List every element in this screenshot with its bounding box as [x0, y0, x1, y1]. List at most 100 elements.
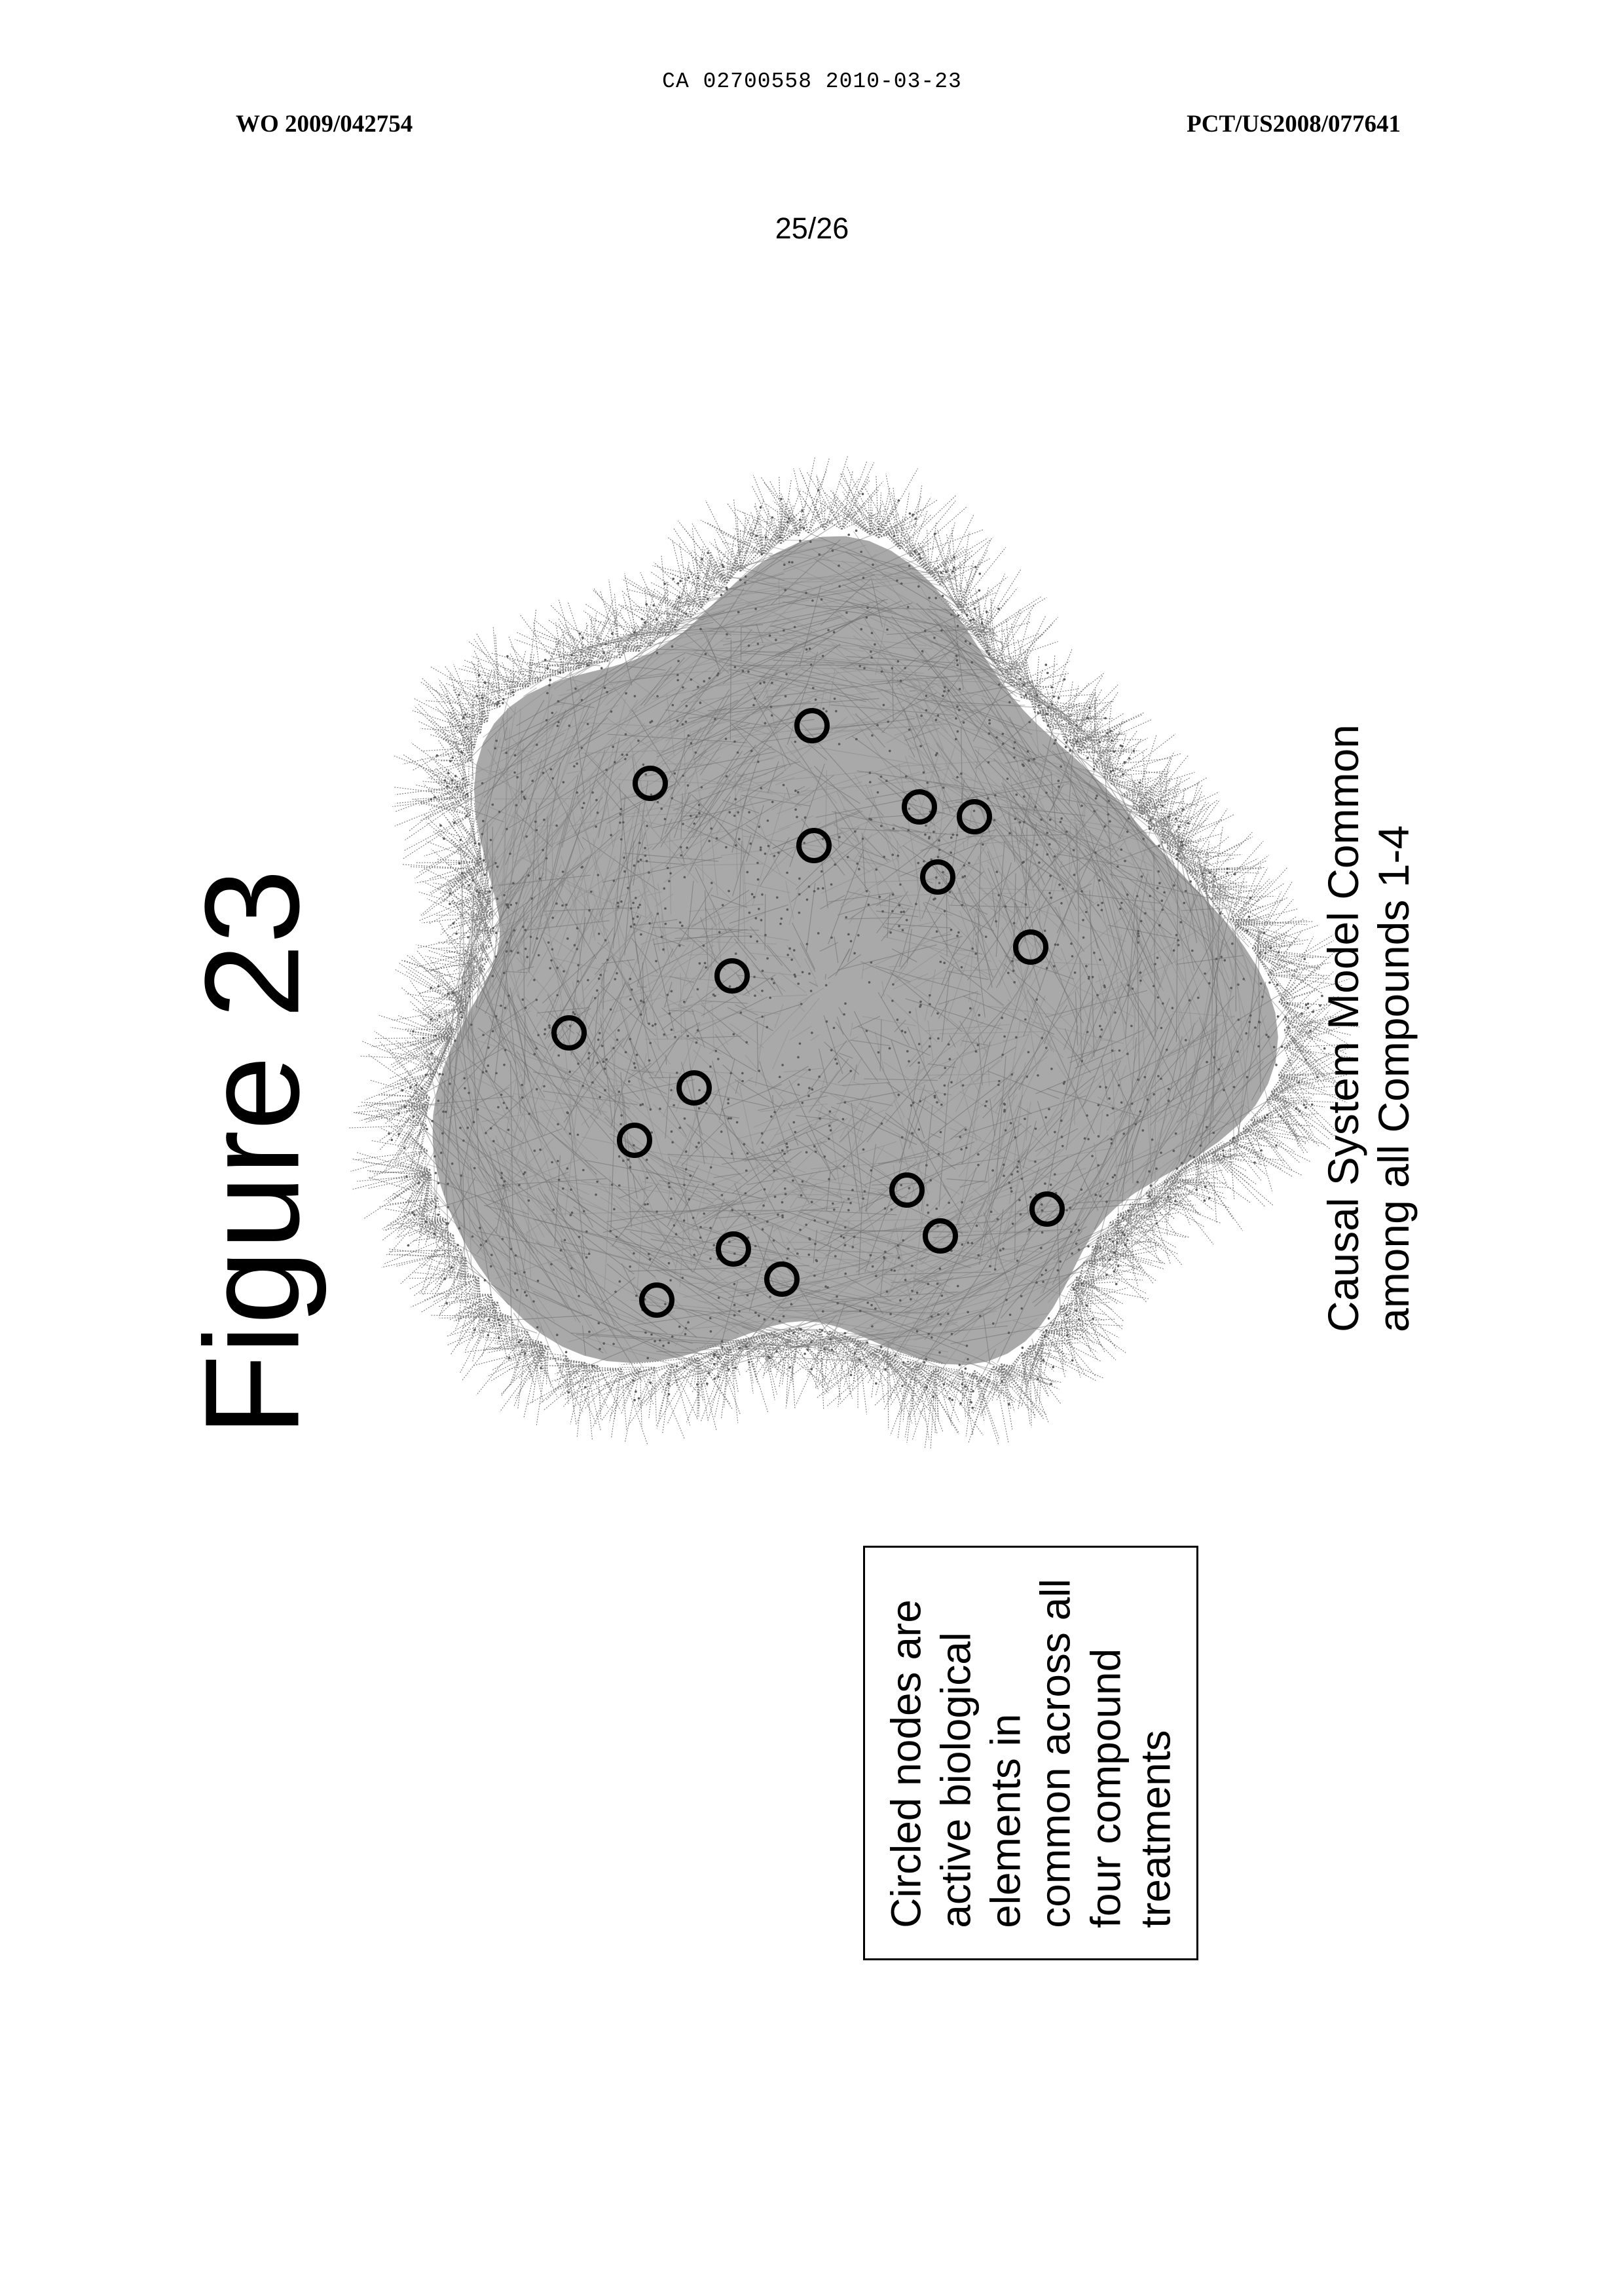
- network-edge: [524, 906, 525, 1012]
- network-node: [957, 1285, 959, 1288]
- network-node: [1180, 921, 1183, 924]
- fringe-edge: [413, 733, 481, 770]
- network-node: [490, 1265, 492, 1268]
- fringe-edge: [844, 1341, 858, 1387]
- fringe-edge: [413, 711, 481, 733]
- fringe-edge: [1003, 624, 1054, 674]
- network-node: [801, 510, 803, 512]
- fringe-edge: [962, 561, 974, 613]
- network-node: [1124, 761, 1126, 764]
- fringe-edge: [572, 1369, 640, 1408]
- network-node: [1154, 963, 1156, 965]
- network-node: [556, 994, 559, 997]
- network-node: [585, 1231, 588, 1233]
- network-node: [479, 857, 482, 860]
- network-node: [1046, 832, 1049, 834]
- network-node: [701, 558, 703, 561]
- network-node: [734, 666, 737, 669]
- network-node: [814, 1243, 817, 1246]
- fringe-edge: [496, 635, 500, 707]
- fringe-edge: [519, 1347, 548, 1379]
- network-node: [953, 567, 955, 569]
- network-node: [1224, 959, 1227, 961]
- network-node: [808, 1237, 811, 1240]
- network-node: [920, 715, 923, 717]
- fringe-edge: [380, 1128, 428, 1151]
- network-node: [697, 1029, 699, 1032]
- network-node: [883, 704, 885, 707]
- fringe-edge: [789, 499, 799, 536]
- network-node: [766, 958, 769, 960]
- fringe-edge: [640, 1369, 654, 1389]
- fringe-edge: [1212, 898, 1244, 899]
- fringe-edge: [422, 1185, 437, 1198]
- network-node: [670, 1197, 673, 1200]
- network-node: [539, 1149, 542, 1151]
- network-node: [1111, 1049, 1114, 1052]
- network-node: [821, 599, 823, 601]
- network-node: [834, 863, 836, 866]
- network-node: [671, 645, 674, 648]
- fringe-edge: [434, 1220, 446, 1238]
- network-cloud: [348, 455, 1359, 1449]
- network-node: [682, 723, 684, 726]
- network-node: [1111, 1138, 1113, 1141]
- fringe-edge: [910, 529, 984, 556]
- fringe-edge: [1202, 887, 1247, 888]
- network-node: [1066, 1334, 1069, 1337]
- fringe-edge: [1279, 1075, 1314, 1134]
- network-node: [927, 781, 929, 784]
- network-node: [1016, 1259, 1019, 1262]
- network-node: [733, 741, 736, 743]
- fringe-edge: [1187, 809, 1228, 871]
- fringe-edge: [416, 862, 481, 863]
- fringe-edge: [1251, 1120, 1292, 1170]
- network-node: [1053, 965, 1056, 968]
- fringe-edge: [1279, 1059, 1293, 1075]
- network-node: [397, 1112, 400, 1115]
- fringe-edge: [958, 566, 974, 607]
- fringe-edge: [962, 560, 980, 613]
- network-node: [1105, 1274, 1108, 1277]
- network-node: [598, 1322, 600, 1324]
- network-node: [558, 1179, 561, 1182]
- network-node: [753, 976, 756, 979]
- fringe-edge: [1253, 925, 1320, 948]
- network-node: [811, 1201, 813, 1203]
- fringe-edge: [409, 785, 468, 832]
- network-node: [1003, 1164, 1005, 1166]
- network-node: [1243, 978, 1246, 980]
- network-node: [695, 751, 697, 754]
- network-node: [587, 664, 589, 667]
- fringe-edge: [509, 637, 528, 686]
- fringe-edge: [655, 1367, 685, 1438]
- fringe-edge: [672, 1364, 697, 1417]
- network-node: [422, 1037, 425, 1039]
- network-node: [1304, 958, 1306, 960]
- fringe-edge: [672, 1364, 678, 1387]
- network-node: [610, 1230, 612, 1233]
- network-node: [810, 1341, 813, 1343]
- network-node: [1091, 1155, 1094, 1157]
- network-node: [590, 891, 593, 893]
- network-edge: [521, 754, 522, 802]
- fringe-edge: [420, 796, 469, 821]
- network-edge: [1186, 1049, 1187, 1183]
- fringe-edge: [539, 1362, 585, 1404]
- network-node: [1082, 937, 1085, 939]
- network-node: [765, 536, 767, 538]
- fringe-edge: [389, 1249, 466, 1258]
- network-node: [777, 851, 780, 854]
- network-node: [441, 1073, 444, 1076]
- network-node: [1181, 1162, 1183, 1165]
- fringe-edge: [1030, 1346, 1031, 1428]
- network-node: [901, 1136, 904, 1139]
- network-node: [870, 1169, 873, 1172]
- network-node: [602, 1342, 605, 1345]
- fringe-edge: [824, 502, 825, 530]
- network-node: [1044, 1116, 1047, 1119]
- fringe-edge: [935, 1369, 936, 1434]
- fringe-edge: [900, 492, 910, 549]
- fringe-edge: [673, 528, 717, 593]
- network-node: [803, 527, 805, 530]
